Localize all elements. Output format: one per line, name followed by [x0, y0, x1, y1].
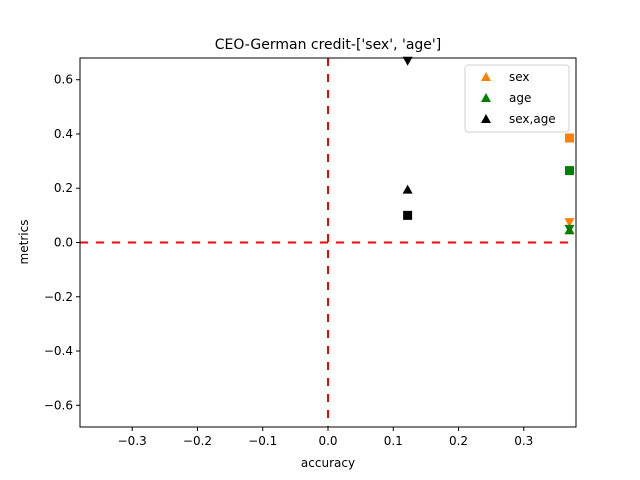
x-tick-label: −0.1 — [248, 434, 277, 448]
legend-marker-sex-age — [481, 114, 491, 123]
y-tick-label: −0.2 — [44, 290, 73, 304]
data-marks — [402, 56, 575, 235]
x-tick-label: −0.3 — [118, 434, 147, 448]
y-tick-label: 0.6 — [54, 73, 73, 87]
y-tick-label: −0.6 — [44, 398, 73, 412]
chart-title: CEO-German credit-['sex', 'age'] — [215, 37, 441, 53]
point-sex-triangle-down — [564, 218, 575, 228]
legend-frame — [464, 64, 570, 133]
legend-marker-age — [481, 93, 491, 102]
reference-lines — [80, 58, 576, 427]
legend-label-sex-age: sex,age — [509, 112, 556, 126]
point-age-square — [564, 166, 574, 176]
y-tick-label: −0.4 — [44, 344, 73, 358]
y-tick-label: 0.4 — [54, 127, 73, 141]
point-sex-age-square — [403, 210, 413, 220]
point-sex-square — [564, 133, 574, 143]
y-axis: −0.6 −0.4 −0.2 0.0 0.2 0.4 0.6 — [44, 73, 80, 412]
point-sex-age-triangle-down — [402, 56, 413, 66]
y-tick-label: 0.0 — [54, 236, 73, 250]
legend-label-sex: sex — [509, 70, 530, 84]
legend-marker-sex — [481, 72, 491, 81]
y-axis-label: metrics — [17, 220, 31, 265]
y-tick-label: 0.2 — [54, 181, 73, 195]
x-axis: −0.3 −0.2 −0.1 0.0 0.1 0.2 0.3 — [118, 427, 533, 448]
x-tick-label: −0.2 — [183, 434, 212, 448]
x-tick-label: 0.2 — [449, 434, 468, 448]
x-tick-label: 0.3 — [514, 434, 533, 448]
legend: sex age sex,age — [464, 64, 570, 133]
point-age-triangle-up — [564, 225, 575, 235]
point-sex-age-triangle-up — [402, 184, 413, 194]
x-axis-label: accuracy — [301, 456, 355, 470]
legend-label-age: age — [509, 91, 531, 105]
x-tick-label: 0.0 — [318, 434, 337, 448]
x-tick-label: 0.1 — [384, 434, 403, 448]
